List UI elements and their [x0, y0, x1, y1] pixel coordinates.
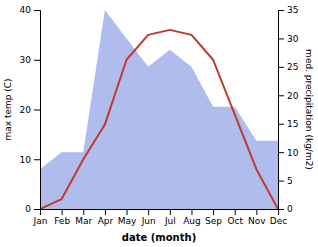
tick-mark: [34, 10, 40, 11]
tick-mark: [278, 152, 284, 153]
tick: Jan: [33, 209, 48, 226]
tick: Aug: [183, 209, 201, 226]
tick: 40: [20, 5, 40, 15]
tick-mark: [278, 209, 284, 210]
tick-mark: [170, 209, 171, 215]
tick-label: 0: [25, 204, 31, 214]
tick-mark: [278, 181, 284, 182]
tick-label: Feb: [54, 216, 70, 226]
tick-mark: [213, 209, 214, 215]
x-axis-title: date (month): [122, 232, 196, 243]
tick-mark: [83, 209, 84, 215]
tick-label: 40: [20, 5, 32, 15]
marks: [40, 10, 278, 209]
tick: 10: [20, 155, 40, 165]
tick-mark: [191, 209, 192, 215]
tick-label: 15: [287, 119, 298, 129]
tick-label: 20: [20, 105, 32, 115]
tick-label: Nov: [248, 216, 266, 226]
tick-label: May: [118, 216, 137, 226]
area: [40, 10, 278, 209]
tick-mark: [127, 209, 128, 215]
tick: Sep: [205, 209, 222, 226]
axis-line: [34, 11, 41, 210]
tick: Nov: [248, 209, 266, 226]
tick-label: 35: [287, 5, 298, 15]
chart: JanFebMarAprMayJunJulAugSepOctNovDec0102…: [0, 0, 318, 247]
tick-label: 30: [20, 55, 32, 65]
tick-label: 10: [287, 148, 299, 158]
tick: Jul: [164, 209, 176, 226]
axis-line: [279, 11, 285, 210]
tick-mark: [278, 38, 284, 39]
tick: 5: [278, 176, 293, 186]
axis-line: [41, 210, 279, 216]
tick: Feb: [54, 209, 70, 226]
tick: 20: [278, 91, 299, 101]
tick-label: Dec: [270, 216, 287, 226]
tick-label: Jan: [33, 216, 48, 226]
tick-mark: [148, 209, 149, 215]
y-axis-title: max temp (C): [3, 78, 13, 140]
tick: 0: [278, 204, 293, 214]
y2-axis: 0 5 10 15 20 25 30 35: [278, 5, 299, 214]
tick: 30: [278, 34, 299, 44]
tick-label: 25: [287, 62, 298, 72]
tick: 20: [20, 105, 40, 115]
tick-mark: [235, 209, 236, 215]
tick-label: 20: [287, 91, 299, 101]
tick-label: 5: [287, 176, 293, 186]
tick-label: 10: [20, 155, 32, 165]
tick-label: Jul: [164, 216, 176, 226]
tick: 15: [278, 119, 298, 129]
tick-mark: [34, 159, 40, 160]
tick: Oct: [227, 209, 243, 226]
plot-area: JanFebMarAprMayJunJulAugSepOctNovDec0102…: [20, 5, 299, 226]
tick-label: 0: [287, 204, 293, 214]
tick-mark: [278, 95, 284, 96]
tick: Jun: [141, 209, 156, 226]
y-axis: 0 10 20 30 40: [20, 5, 41, 214]
tick-label: Mar: [75, 216, 92, 226]
tick-mark: [105, 209, 106, 215]
tick: Dec: [270, 209, 287, 226]
tick-label: Oct: [227, 216, 243, 226]
tick-label: Sep: [205, 216, 222, 226]
x-axis: Jan Feb Mar Apr May Jun Jul Aug Sep Oct Nov Dec: [33, 209, 288, 226]
tick-mark: [278, 124, 284, 125]
tick-mark: [256, 209, 257, 215]
tick: 30: [20, 55, 40, 65]
tick-label: 30: [287, 34, 299, 44]
tick-mark: [62, 209, 63, 215]
tick-mark: [34, 110, 40, 111]
tick: 10: [278, 148, 299, 158]
tick: 25: [278, 62, 298, 72]
line: [40, 30, 278, 209]
tick: May: [118, 209, 137, 226]
tick-label: Apr: [98, 216, 114, 226]
tick: 35: [278, 5, 298, 15]
tick-mark: [278, 10, 284, 11]
tick: Apr: [98, 209, 114, 226]
tick-mark: [34, 209, 40, 210]
tick-label: Jun: [141, 216, 156, 226]
tick: Mar: [75, 209, 92, 226]
tick-mark: [34, 60, 40, 61]
tick-mark: [278, 67, 284, 68]
y2-axis-title: med. precipitation (kg/m2): [304, 49, 314, 170]
tick-label: Aug: [183, 216, 201, 226]
tick: 0: [25, 204, 40, 214]
